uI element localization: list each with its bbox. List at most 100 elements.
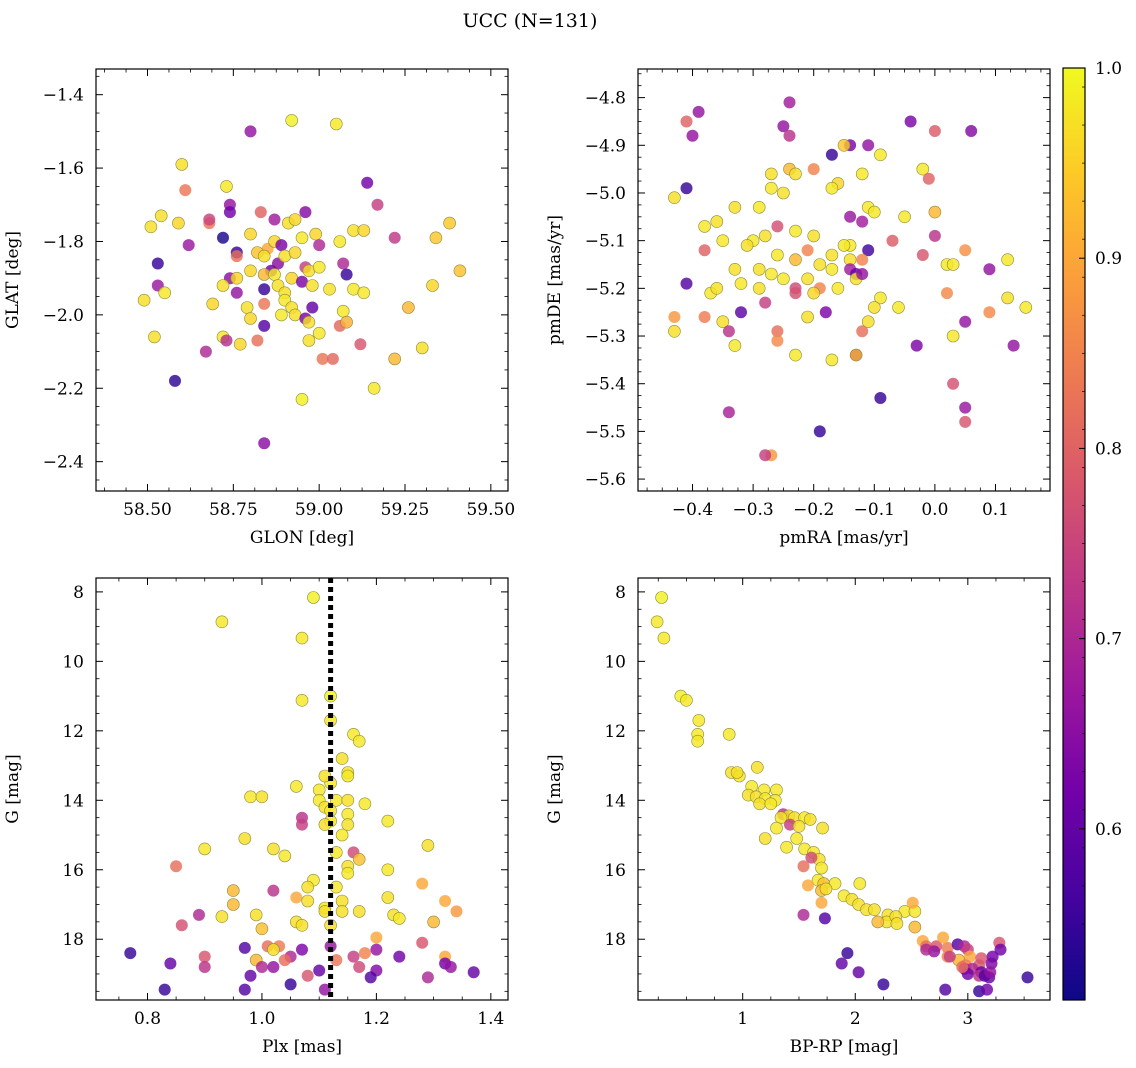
data-point	[728, 201, 742, 214]
data-point	[819, 882, 833, 896]
data-point	[341, 769, 355, 783]
data-point	[801, 244, 814, 257]
data-point	[789, 348, 802, 362]
data-point	[278, 954, 291, 967]
data-point	[856, 215, 869, 228]
colorbar-tick-label: 0.8	[1095, 439, 1122, 459]
data-point	[326, 352, 339, 365]
data-point	[722, 727, 736, 741]
data-point	[764, 797, 778, 811]
data-point	[285, 114, 299, 127]
y-tick-label: −5.4	[585, 375, 626, 395]
data-point	[825, 248, 839, 262]
data-point	[309, 227, 323, 241]
suptitle: UCC (N=131)	[463, 10, 598, 32]
data-point	[813, 425, 826, 438]
x-tick-label: 59.25	[381, 500, 430, 520]
colorbar-tick-label: 0.7	[1095, 630, 1122, 650]
data-point	[807, 229, 821, 243]
data-point	[797, 860, 810, 873]
y-tick-label: −1.8	[43, 232, 84, 252]
data-point	[680, 115, 693, 128]
data-point	[439, 895, 452, 907]
data-point	[230, 271, 244, 285]
data-point	[244, 264, 257, 278]
data-point	[371, 198, 384, 211]
data-point	[983, 306, 996, 319]
data-point	[333, 235, 347, 248]
data-point	[258, 283, 271, 296]
data-point	[301, 894, 315, 908]
y-tick-label: 8	[73, 583, 84, 603]
data-point	[175, 158, 189, 171]
data-point	[1001, 253, 1014, 267]
data-point	[797, 908, 810, 921]
data-point	[341, 866, 355, 880]
data-point	[453, 264, 467, 278]
data-point	[770, 783, 783, 797]
data-point	[227, 898, 240, 911]
data-point	[370, 931, 383, 944]
data-point	[220, 334, 233, 347]
data-point	[916, 249, 929, 261]
data-point	[251, 334, 264, 347]
data-point	[203, 213, 216, 226]
data-point	[698, 220, 711, 233]
y-tick-label: −5.3	[585, 327, 626, 347]
data-point	[716, 234, 730, 247]
colorbar-frame	[1062, 67, 1086, 1001]
data-point	[946, 258, 960, 271]
data-point	[295, 693, 309, 707]
data-point	[323, 282, 336, 296]
data-point	[329, 117, 343, 131]
x-tick-label: 1	[737, 1009, 748, 1029]
data-point	[722, 406, 735, 419]
data-point	[230, 286, 243, 299]
data-point	[916, 162, 930, 176]
data-point	[807, 163, 820, 176]
data-point	[301, 969, 314, 982]
data-point	[238, 832, 252, 845]
data-point	[983, 263, 996, 276]
data-point	[740, 239, 754, 252]
data-point	[416, 936, 429, 949]
data-point	[154, 209, 168, 223]
data-point	[361, 176, 374, 189]
data-point	[728, 339, 742, 352]
x-tick-label: −0.2	[793, 500, 834, 520]
data-point	[752, 281, 766, 295]
data-point	[855, 167, 869, 181]
data-point	[844, 210, 857, 223]
data-point	[198, 950, 211, 963]
data-point	[450, 905, 463, 918]
data-point	[299, 206, 312, 219]
x-tick-label: 0.1	[982, 500, 1009, 520]
data-point	[427, 915, 440, 929]
data-point	[357, 286, 371, 300]
data-point	[230, 250, 243, 263]
data-point	[238, 941, 251, 954]
data-point	[752, 262, 766, 276]
x-axis-label: BP-RP [mag]	[790, 1037, 899, 1057]
data-point	[258, 297, 271, 310]
data-point	[267, 943, 280, 956]
data-point	[444, 961, 457, 973]
data-point	[340, 268, 353, 281]
data-point	[837, 139, 851, 152]
data-point	[275, 308, 288, 322]
data-point	[244, 969, 257, 982]
data-point	[790, 832, 804, 845]
x-tick-label: 3	[962, 1009, 973, 1029]
data-point	[284, 978, 297, 991]
data-point	[920, 943, 933, 956]
data-point	[758, 832, 772, 845]
data-point	[825, 262, 839, 276]
y-tick-label: 10	[604, 652, 626, 672]
data-point	[367, 381, 381, 395]
data-point	[223, 206, 236, 219]
data-point	[335, 752, 349, 765]
x-tick-label: 58.50	[123, 500, 172, 520]
data-point	[193, 908, 205, 921]
data-point	[783, 96, 796, 109]
y-tick-label: −1.6	[43, 159, 84, 179]
